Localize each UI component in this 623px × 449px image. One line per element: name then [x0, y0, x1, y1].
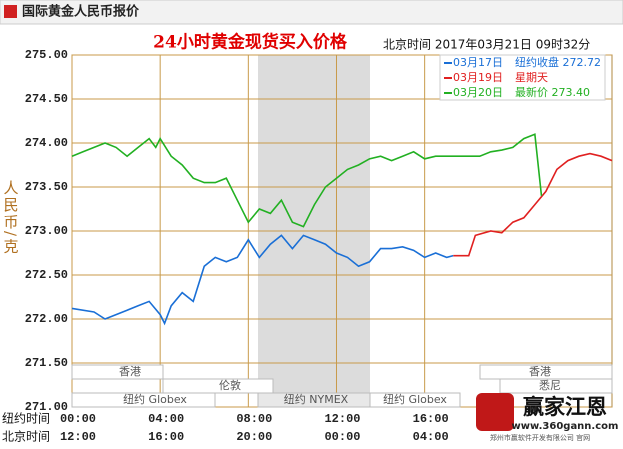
x2-tick-label: 16:00	[148, 430, 184, 444]
y-tick-label: 272.00	[25, 312, 68, 326]
y-tick-label: 271.50	[25, 356, 68, 370]
y-tick-label: 275.00	[25, 48, 68, 62]
chart-title: 24小时黄金现货买入价格	[153, 32, 348, 53]
chart-subtitle: 北京时间 2017年03月21日 09时32分	[383, 38, 590, 52]
session-box	[71, 364, 164, 380]
logo-name: 赢家江恩	[523, 395, 607, 419]
legend-text: 纽约收盘 272.72	[515, 55, 601, 69]
session-label: 伦敦	[219, 378, 241, 392]
x-tick-label: 00:00	[60, 412, 96, 426]
y-tick-label: 273.50	[25, 180, 68, 194]
logo-company: 郑州市赢软件开发有限公司 官网	[490, 433, 590, 442]
x2-tick-label: 04:00	[413, 430, 449, 444]
y-tick-label: 272.50	[25, 268, 68, 282]
y-axis-label: 人民币/克	[2, 180, 20, 255]
legend-text: 星期天	[515, 71, 548, 84]
y-tick-label: 271.00	[25, 400, 68, 414]
session-label: 悉尼	[539, 379, 561, 392]
series-line	[71, 133, 543, 228]
y-tick-label: 274.00	[25, 136, 68, 150]
x2-tick-label: 12:00	[60, 430, 96, 444]
legend-label: 03月17日	[453, 56, 503, 69]
legend-text: 最新价 273.40	[515, 85, 590, 99]
header-bar	[0, 0, 623, 25]
header-icon	[4, 5, 17, 18]
series-line	[71, 234, 454, 326]
session-box	[369, 392, 461, 408]
x-tick-label: 04:00	[148, 412, 184, 426]
session-box	[71, 392, 216, 408]
series-line	[453, 152, 613, 257]
session-label: 纽约 NYMEX	[284, 392, 349, 406]
x2-tick-label: 20:00	[236, 430, 272, 444]
y-tick-label: 274.50	[25, 92, 68, 106]
session-box	[499, 378, 613, 394]
x2-tick-label: 00:00	[324, 430, 360, 444]
header-title: 国际黄金人民币报价	[22, 4, 140, 20]
x-tick-label: 16:00	[413, 412, 449, 426]
y-tick-label: 273.00	[25, 224, 68, 238]
session-label: 纽约 Globex	[383, 392, 447, 406]
logo-icon	[476, 393, 514, 431]
session-label: 香港	[119, 365, 141, 378]
legend-box	[439, 54, 606, 101]
logo-url: www.360gann.com	[512, 421, 619, 432]
session-label: 香港	[529, 365, 551, 378]
legend-label: 03月19日	[453, 71, 503, 84]
legend-label: 03月20日	[453, 86, 503, 99]
x-tick-label: 12:00	[324, 412, 360, 426]
session-box	[162, 378, 274, 394]
x-axis-label: 纽约时间	[2, 411, 50, 426]
x2-axis-label: 北京时间	[2, 430, 50, 444]
session-label: 纽约 Globex	[123, 392, 187, 406]
x-tick-label: 08:00	[236, 412, 272, 426]
